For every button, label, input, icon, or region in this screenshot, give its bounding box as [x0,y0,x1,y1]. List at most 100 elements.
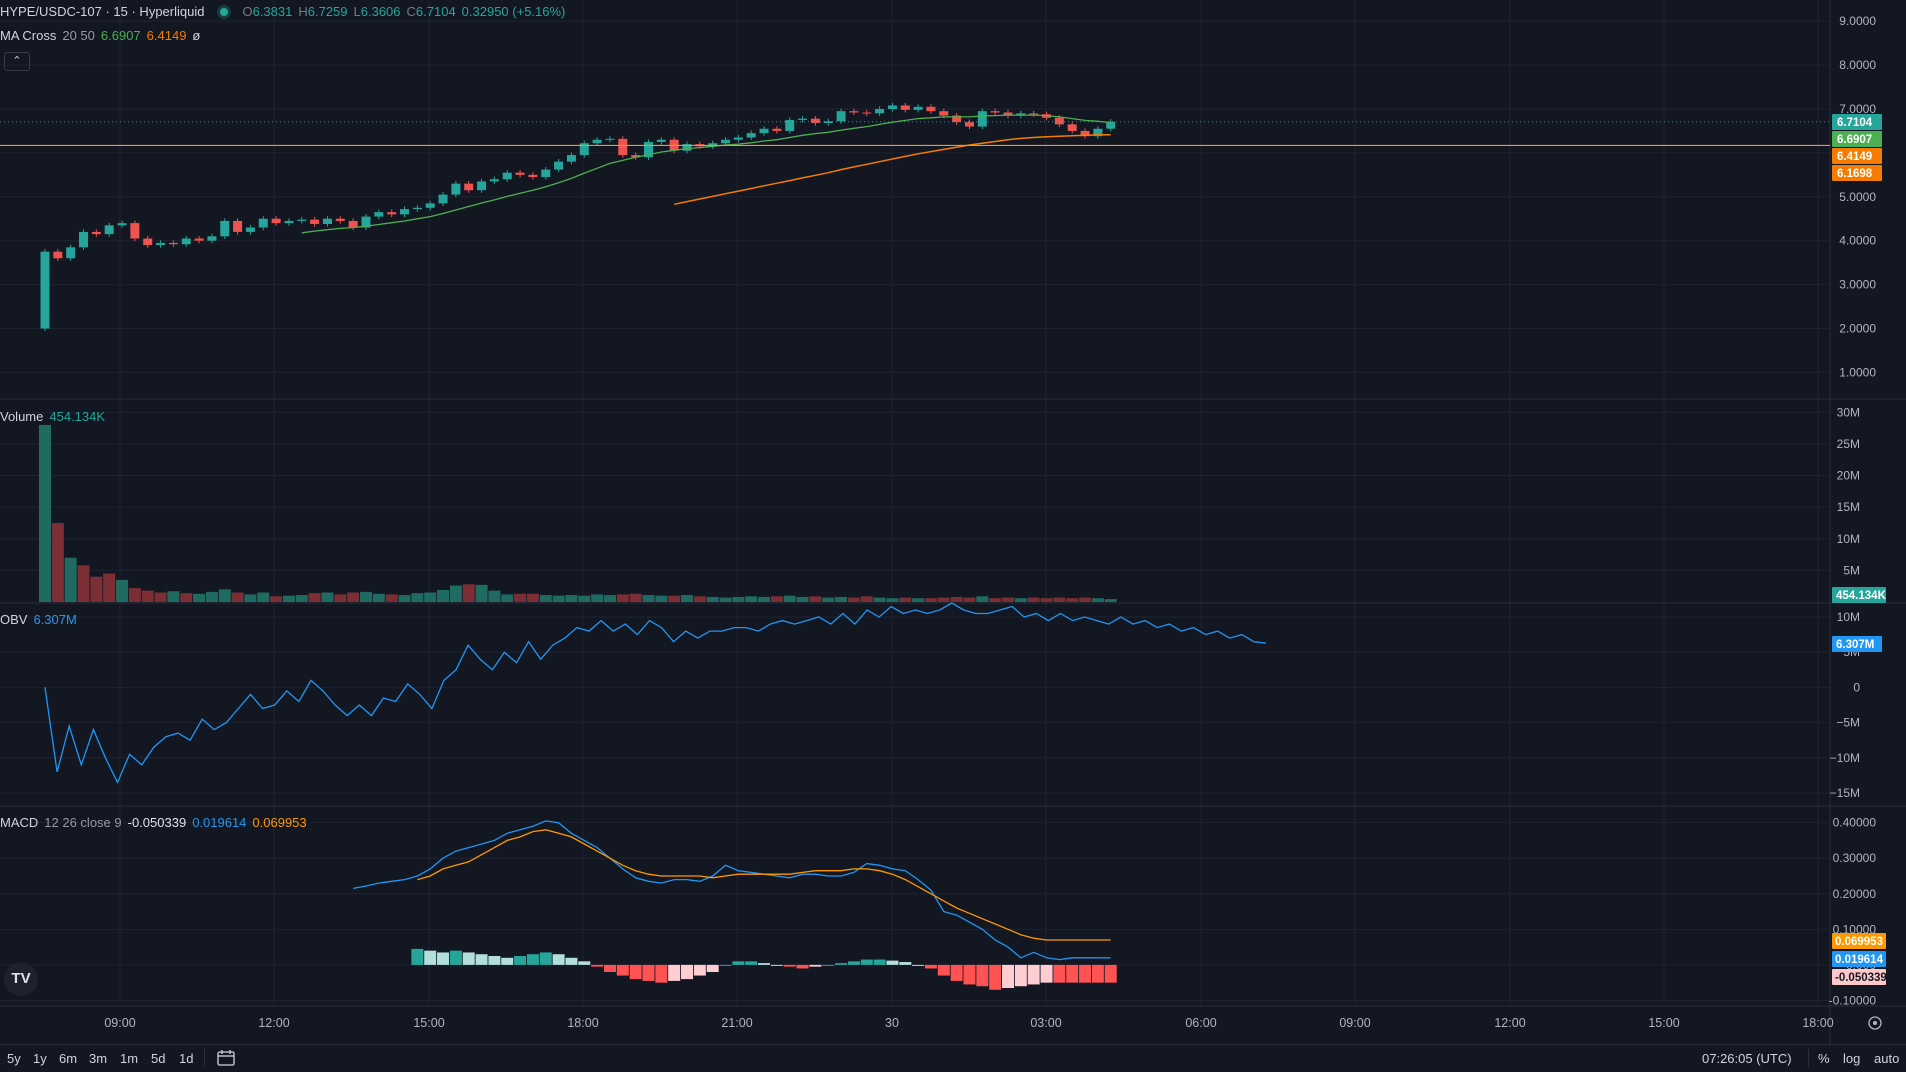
percent-toggle[interactable]: % [1818,1051,1830,1066]
volume-bar [1104,599,1117,602]
volume-legend[interactable]: Volume 454.134K [0,409,105,424]
volume-bar [642,595,655,602]
volume-bar [719,597,732,602]
price-pane [0,102,1830,332]
price-axis-badge [1832,114,1882,130]
volume-bar [976,596,989,602]
volume-tick-label: 30M [1837,405,1860,419]
tradingview-logo-icon[interactable]: TV [4,962,38,996]
macd-histogram-bar [552,954,565,965]
log-toggle[interactable]: log [1843,1051,1861,1066]
obv-title: OBV [0,612,28,627]
volume-bar [116,579,129,602]
change-value: 0.32950 (+5.16%) [461,4,566,19]
volume-bar [295,595,308,602]
time-tick-label: 15:00 [1648,1016,1679,1030]
volume-bar [668,595,681,602]
volume-bar [449,585,462,602]
chart-canvas[interactable]: 9.00008.00007.00006.00005.00004.00003.00… [0,0,1906,1044]
ma-fast-value: 6.6907 [100,28,141,43]
macd-histogram-bar [1014,964,1027,987]
volume-bar [218,589,231,602]
timeframe-1d[interactable]: 1d [179,1051,194,1066]
macd-histogram-bar [899,962,912,965]
candle [258,218,268,228]
macd-histogram-bar [616,964,629,976]
candle [168,242,178,245]
candle [438,194,448,204]
clock-display[interactable]: 07:26:05 (UTC) [1702,1051,1792,1066]
gear-icon[interactable] [1868,1016,1882,1030]
bottom-toolbar: 5y 1y 6m 3m 1m 5d 1d 07:26:05 (UTC) % lo… [0,1044,1906,1072]
obv-tick-label: 10M [1837,610,1860,624]
candle [785,119,795,131]
macd-histogram-bar [719,964,732,966]
timeframe-6m[interactable]: 6m [59,1051,78,1066]
timeframe-5d[interactable]: 5d [151,1051,166,1066]
volume-bar [308,593,321,602]
macd-histogram-bar [629,964,642,980]
macd-histogram-bar [1053,964,1066,983]
macd-histogram-bar [758,963,771,965]
symbol-title[interactable]: HYPE/USDC-107 · 15 · Hyperliquid [0,4,205,19]
volume-tick-label: 5M [1843,563,1860,577]
obv-pane [44,602,1267,784]
timeframe-1m[interactable]: 1m [120,1051,139,1066]
volume-bar [526,593,539,602]
candle [271,218,281,224]
candle [156,242,166,246]
macd-axis-badge [1832,951,1886,967]
macd-histogram-bar [835,963,848,965]
candle [926,106,936,112]
candle [913,106,923,110]
calendar-icon[interactable] [216,1048,236,1071]
timeframe-5y[interactable]: 5y [7,1051,21,1066]
volume-bar [180,593,193,602]
obv-legend[interactable]: OBV 6.307M [0,612,77,627]
volume-bar [924,598,937,602]
price-axis-badge-label: 6.4149 [1837,151,1872,163]
volume-bar [462,584,475,602]
candle [53,251,63,259]
ma-cross-legend[interactable]: MA Cross 20 50 6.6907 6.4149 ø [0,28,200,43]
volume-bar [1002,597,1014,602]
time-tick-label: 06:00 [1185,1016,1216,1030]
price-tick-label: 7.0000 [1839,102,1876,116]
ma-slow-line [674,133,1111,206]
macd-legend[interactable]: MACD 12 26 close 9 -0.050339 0.019614 0.… [0,815,307,830]
volume-bar [385,594,398,602]
open-value: 6.3831 [252,4,293,19]
volume-bar [411,593,424,602]
candle [1054,117,1064,125]
candle [643,141,653,158]
volume-bar [706,596,719,602]
volume-bar [937,597,950,602]
timeframe-1y[interactable]: 1y [33,1051,47,1066]
candle [708,143,718,147]
macd-histogram-bar [706,964,719,972]
macd-histogram-bar [411,948,424,965]
auto-toggle[interactable]: auto [1874,1051,1900,1066]
candle [245,227,255,232]
volume-bar [231,592,244,602]
collapse-legend-button[interactable]: ⌃ [4,52,30,71]
candle [233,220,243,232]
macd-axis-badge [1832,969,1886,985]
volume-bar [629,593,642,602]
volume-bar [822,597,835,602]
volume-bar [989,598,1002,602]
obv-tick-label: −5M [1836,716,1860,730]
time-tick-label: 18:00 [1802,1016,1833,1030]
volume-bar [103,573,116,602]
volume-bar [77,565,90,602]
candle [40,251,50,329]
timeframe-3m[interactable]: 3m [89,1051,108,1066]
volume-axis-badge [1832,587,1886,603]
macd-histogram-bar [655,964,668,983]
macd-histogram-bar [526,954,539,965]
volume-bar [899,597,912,602]
macd-histogram-bar [591,964,604,967]
macd-axis-badge [1832,933,1886,949]
price-axis-badge [1832,148,1882,164]
